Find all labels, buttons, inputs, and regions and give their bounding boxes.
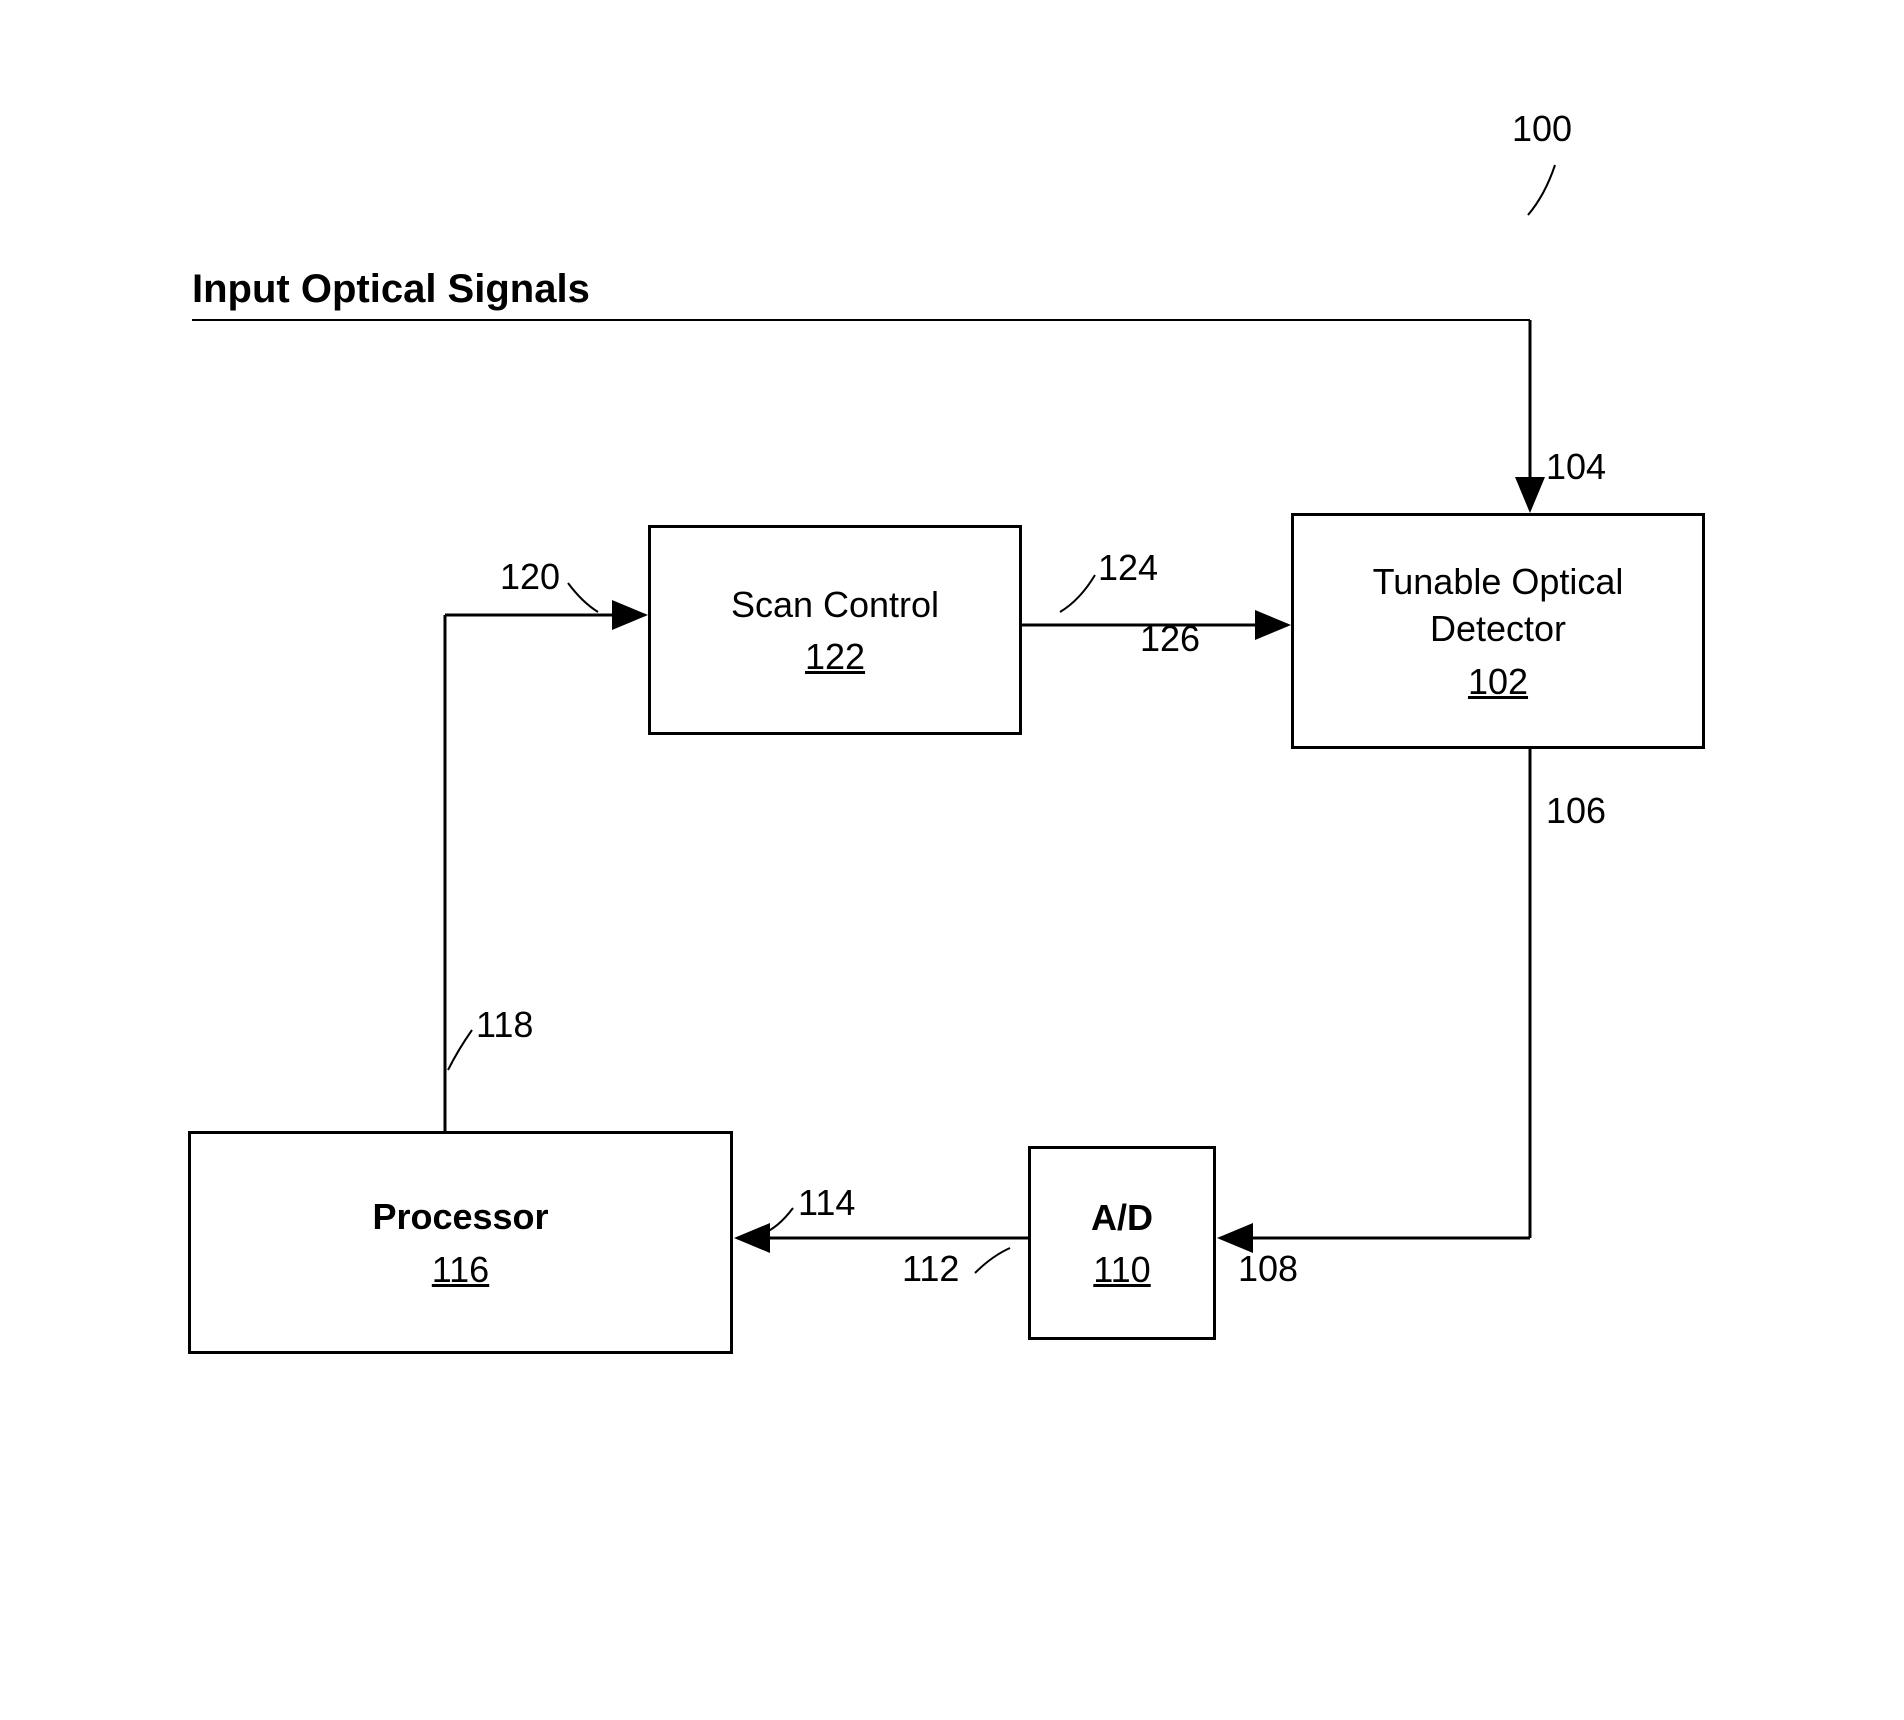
ref-126: 126 bbox=[1140, 618, 1200, 660]
ref-100: 100 bbox=[1512, 108, 1572, 150]
input-signal-label: Input Optical Signals bbox=[192, 267, 590, 312]
ad-label: A/D bbox=[1091, 1195, 1153, 1242]
ad-box: A/D 110 bbox=[1028, 1146, 1216, 1340]
scan-control-label: Scan Control bbox=[731, 582, 939, 629]
ref-114: 114 bbox=[798, 1182, 855, 1224]
processor-box: Processor 116 bbox=[188, 1131, 733, 1354]
ref-120: 120 bbox=[500, 556, 560, 598]
processor-ref: 116 bbox=[432, 1249, 489, 1291]
ref-104: 104 bbox=[1546, 446, 1606, 488]
scan-control-box: Scan Control 122 bbox=[648, 525, 1022, 735]
tunable-detector-ref: 102 bbox=[1468, 661, 1528, 703]
ref-106: 106 bbox=[1546, 790, 1606, 832]
tunable-detector-label: Tunable Optical Detector bbox=[1373, 559, 1624, 653]
ref-108: 108 bbox=[1238, 1248, 1298, 1290]
ad-ref: 110 bbox=[1093, 1249, 1150, 1291]
processor-label: Processor bbox=[372, 1194, 548, 1241]
diagram-connections bbox=[0, 0, 1904, 1720]
ref-118: 118 bbox=[476, 1004, 533, 1046]
ref-124: 124 bbox=[1098, 547, 1158, 589]
tunable-detector-box: Tunable Optical Detector 102 bbox=[1291, 513, 1705, 749]
ref-112: 112 bbox=[902, 1248, 959, 1290]
scan-control-ref: 122 bbox=[805, 636, 865, 678]
